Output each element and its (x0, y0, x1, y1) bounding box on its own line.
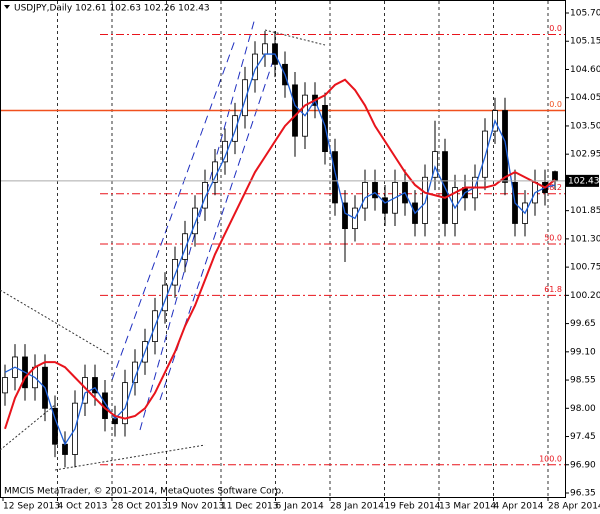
candle-body (552, 171, 558, 182)
candle-body (372, 182, 378, 199)
x-tick-label: 6 Jan 2014 (276, 502, 324, 512)
candle-body (252, 53, 258, 81)
x-tick-label: 4 Apr 2014 (494, 502, 544, 512)
y-tick-label: 98.55 (570, 376, 596, 386)
candle-body (432, 151, 438, 178)
y-tick-label: 97.45 (570, 432, 596, 442)
trend-line (0, 289, 111, 356)
y-tick-label: 99.10 (570, 347, 596, 357)
moving-average (4, 78, 556, 430)
candle-body (202, 182, 208, 209)
candle-body (192, 207, 198, 235)
copyright: MMCIS MetaTrader, © 2001-2014, MetaQuote… (4, 487, 284, 497)
x-tick-label: 4 Oct 2013 (58, 502, 108, 512)
candle-body (382, 197, 388, 214)
y-tick-label: 100.20 (570, 291, 600, 301)
fib-label: 38.2 (544, 183, 562, 192)
y-tick-label: 100.75 (570, 263, 600, 273)
candle-body (292, 84, 298, 137)
fib-label: 61.8 (544, 285, 562, 294)
price-label: 102.43 (568, 176, 600, 186)
x-tick-label: 19 Nov 2013 (167, 502, 225, 512)
candle-body (482, 130, 488, 178)
x-tick-label: 28 Oct 2013 (112, 502, 168, 512)
y-tick-label: 96.90 (570, 460, 596, 470)
y-tick-label: 105.70 (570, 9, 600, 19)
candle-body (232, 115, 238, 142)
x-tick-label: 28 Apr 2014 (548, 502, 600, 512)
candle-body (122, 382, 128, 425)
y-tick-label: 104.05 (570, 93, 600, 103)
y-tick-label: 96.35 (570, 489, 596, 499)
price-tag (565, 174, 599, 187)
x-tick-label: 12 Sep 2013 (3, 502, 60, 512)
y-tick-label: 103.50 (570, 121, 600, 131)
candle-body (262, 43, 268, 55)
candle-body (332, 151, 338, 204)
fib-label: 100.0 (539, 454, 562, 463)
y-tick-label: 98.00 (570, 404, 596, 414)
y-tick-label: 101.30 (570, 234, 600, 244)
candle-body (452, 187, 458, 224)
moving-average (4, 53, 556, 446)
candle-body (62, 443, 68, 455)
candle-body (2, 377, 8, 394)
x-tick-label: 28 Jan 2014 (330, 502, 384, 512)
candle-body (162, 284, 168, 312)
fib-label: 50.0 (544, 234, 562, 243)
x-tick-label: 11 Dec 2013 (221, 502, 279, 512)
candle-body (172, 259, 178, 286)
candle-body (502, 110, 508, 183)
fib-label: 0.0 (549, 24, 562, 33)
candle-body (182, 233, 188, 260)
y-tick-label: 104.60 (570, 65, 600, 75)
channel-line (159, 54, 276, 401)
candle-body (422, 176, 428, 224)
hline-label: 0.0 (549, 100, 562, 109)
candle-body (92, 377, 98, 394)
channel-line (111, 39, 236, 381)
candle-body (242, 79, 248, 117)
y-tick-label: 101.85 (570, 206, 600, 216)
candle-body (362, 182, 368, 209)
menu-icon[interactable] (4, 5, 10, 9)
candle-body (342, 202, 348, 230)
y-tick-label: 102.95 (570, 150, 600, 160)
candle-body (212, 161, 218, 183)
trend-line (54, 444, 206, 471)
y-tick-label: 105.15 (570, 37, 600, 47)
x-tick-label: 13 Mar 2014 (439, 502, 496, 512)
y-tick-label: 99.65 (570, 319, 596, 329)
x-tick-label: 19 Feb 2014 (385, 502, 441, 512)
